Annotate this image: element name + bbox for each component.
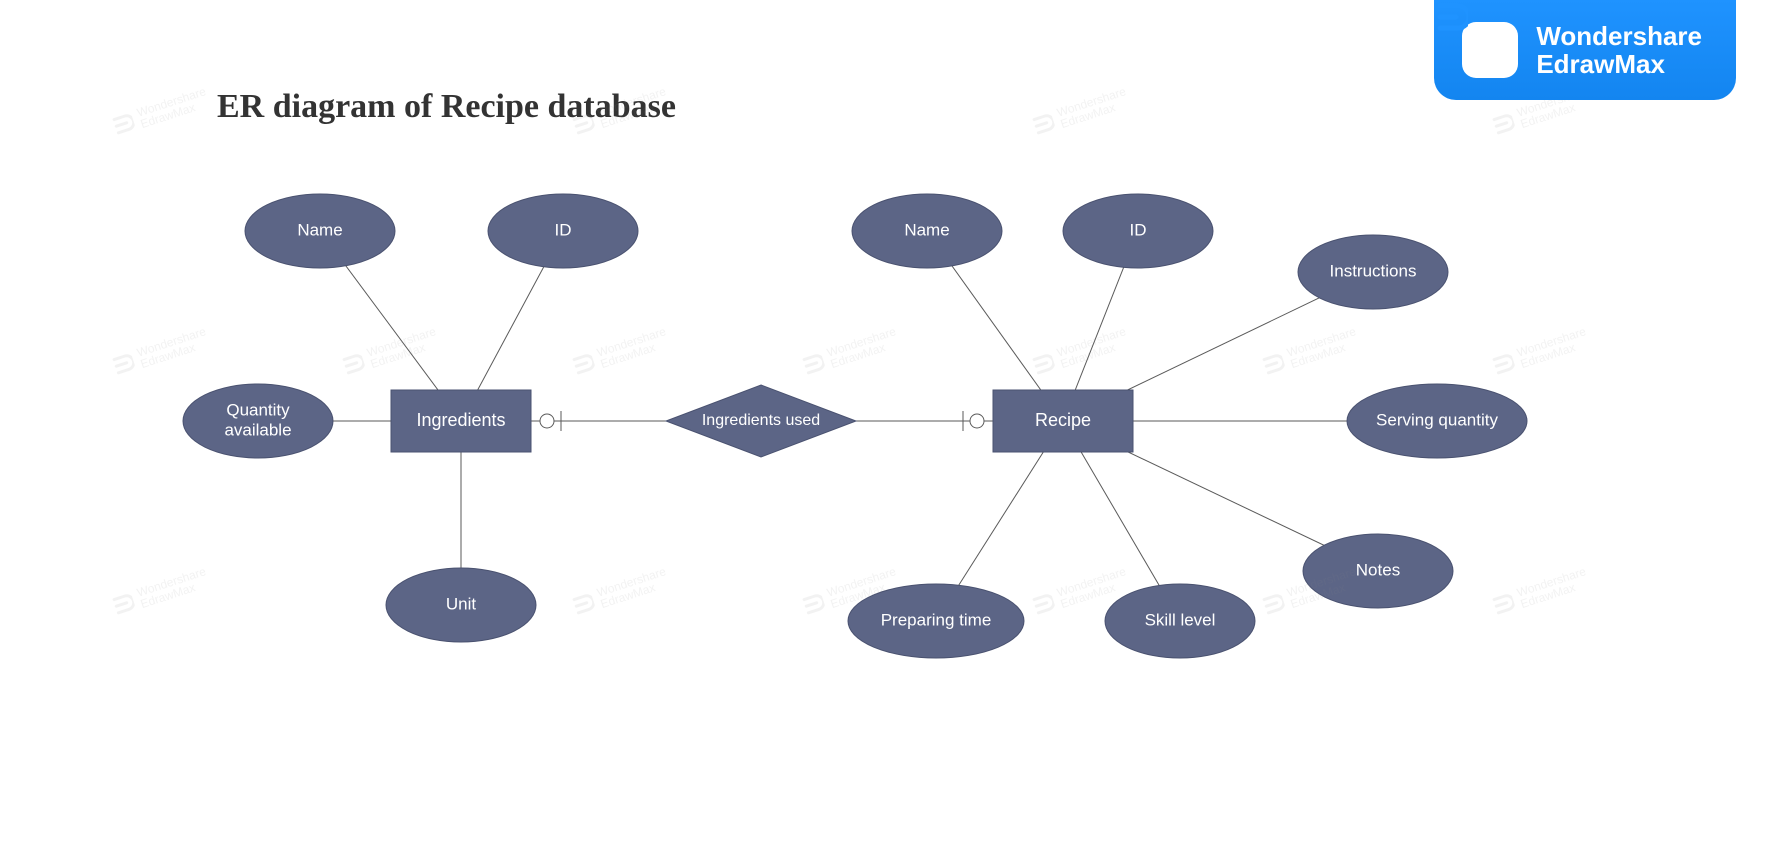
svg-text:Instructions: Instructions xyxy=(1330,261,1417,280)
er-diagram-canvas: Name ID Quantityavailable Unit Name ID Instruc… xyxy=(0,0,1776,843)
svg-text:Serving quantity: Serving quantity xyxy=(1376,410,1498,429)
svg-text:Recipe: Recipe xyxy=(1035,410,1091,430)
brand-badge: Wondershare EdrawMax xyxy=(1434,0,1736,100)
svg-text:Unit: Unit xyxy=(446,594,477,613)
svg-text:Name: Name xyxy=(904,220,949,239)
svg-text:ID: ID xyxy=(555,220,572,239)
svg-text:Notes: Notes xyxy=(1356,560,1400,579)
svg-text:Name: Name xyxy=(297,220,342,239)
badge-line1: Wondershare xyxy=(1536,22,1702,50)
edrawmax-logo-icon xyxy=(1462,22,1518,78)
svg-text:Ingredients: Ingredients xyxy=(416,410,505,430)
svg-text:Quantity: Quantity xyxy=(226,400,290,419)
badge-line2: EdrawMax xyxy=(1536,50,1702,78)
svg-text:Skill level: Skill level xyxy=(1145,610,1216,629)
svg-text:ID: ID xyxy=(1130,220,1147,239)
svg-text:Preparing time: Preparing time xyxy=(881,610,992,629)
svg-text:available: available xyxy=(224,420,291,439)
svg-text:Ingredients used: Ingredients used xyxy=(702,412,820,429)
